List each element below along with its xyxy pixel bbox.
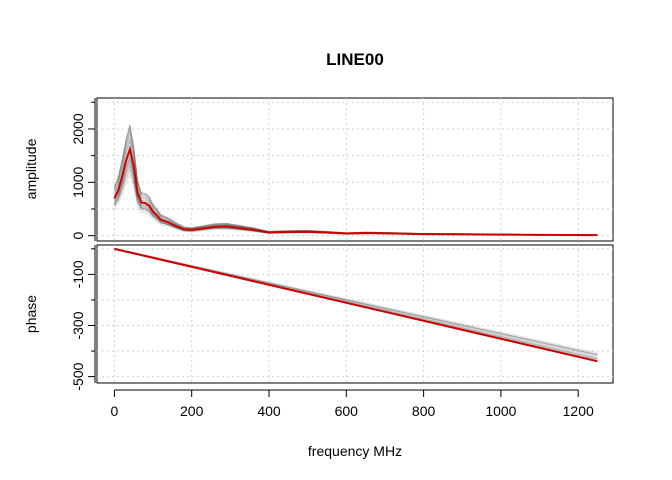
trace-line xyxy=(114,248,598,355)
trace-line xyxy=(113,138,598,236)
phase-grid xyxy=(97,245,613,383)
trace-line xyxy=(113,154,598,236)
amplitude-frame xyxy=(96,97,614,242)
trace-line xyxy=(113,168,598,236)
y-tick-label: 1000 xyxy=(70,167,86,198)
phase-y-axis: -500 -300 -100 xyxy=(70,245,96,391)
x-tick-label: 1000 xyxy=(485,403,516,419)
x-tick-label: 800 xyxy=(412,403,436,419)
x-tick-label: 400 xyxy=(257,403,281,419)
amplitude-panel: 0 1000 2000 amplitude xyxy=(23,97,614,242)
trace-line xyxy=(113,164,598,236)
y-tick-label: -300 xyxy=(70,311,86,339)
trace-line xyxy=(113,172,598,236)
phase-series xyxy=(114,247,598,363)
trace-line xyxy=(113,136,598,236)
trace-line xyxy=(113,161,598,236)
trace-line xyxy=(113,156,598,236)
x-axis-label: frequency MHz xyxy=(308,443,402,459)
x-tick-label: 200 xyxy=(180,403,204,419)
trace-line xyxy=(113,163,598,236)
trace-line xyxy=(113,131,598,236)
trace-line xyxy=(114,248,598,354)
trace-line xyxy=(114,247,598,359)
trace-line xyxy=(113,141,598,236)
trace-line xyxy=(113,167,598,236)
x-axis: 0 200 400 600 800 1000 1200 xyxy=(110,389,594,419)
y-tick-label: 2000 xyxy=(70,113,86,144)
x-tick-label: 600 xyxy=(335,403,359,419)
trace-line xyxy=(113,146,598,236)
trace-line xyxy=(113,151,598,236)
trace-line xyxy=(113,125,598,236)
mean-line xyxy=(114,247,598,363)
trace-line xyxy=(113,158,598,236)
trace-line xyxy=(113,127,598,236)
trace-line xyxy=(113,157,598,236)
amplitude-axis-label: amplitude xyxy=(23,138,39,199)
trace-line xyxy=(113,124,598,236)
trace-line xyxy=(114,247,598,357)
trace-line xyxy=(113,131,598,236)
x-tick-label: 0 xyxy=(110,403,118,419)
phase-panel: -500 -300 -100 phase xyxy=(23,244,614,391)
y-tick-label: -100 xyxy=(70,260,86,288)
trace-line xyxy=(113,153,598,236)
phase-frame xyxy=(96,244,614,384)
trace-line xyxy=(114,247,598,356)
y-tick-label: 0 xyxy=(70,232,86,240)
trace-line xyxy=(113,134,598,236)
amplitude-spread xyxy=(113,124,598,236)
trace-line xyxy=(113,127,598,236)
amplitude-grid xyxy=(97,98,613,241)
phase-axis-label: phase xyxy=(23,295,39,333)
amplitude-series xyxy=(113,145,598,237)
y-tick-label: -500 xyxy=(70,362,86,390)
trace-line xyxy=(113,158,598,236)
mean-line xyxy=(113,145,598,237)
trace-line xyxy=(113,144,598,236)
x-tick-label: 1200 xyxy=(563,403,594,419)
amplitude-y-axis: 0 1000 2000 xyxy=(70,98,96,241)
chart-title: LINE00 xyxy=(326,50,384,69)
trace-line xyxy=(113,140,598,236)
trace-line xyxy=(113,124,598,236)
trace-line xyxy=(113,145,598,236)
